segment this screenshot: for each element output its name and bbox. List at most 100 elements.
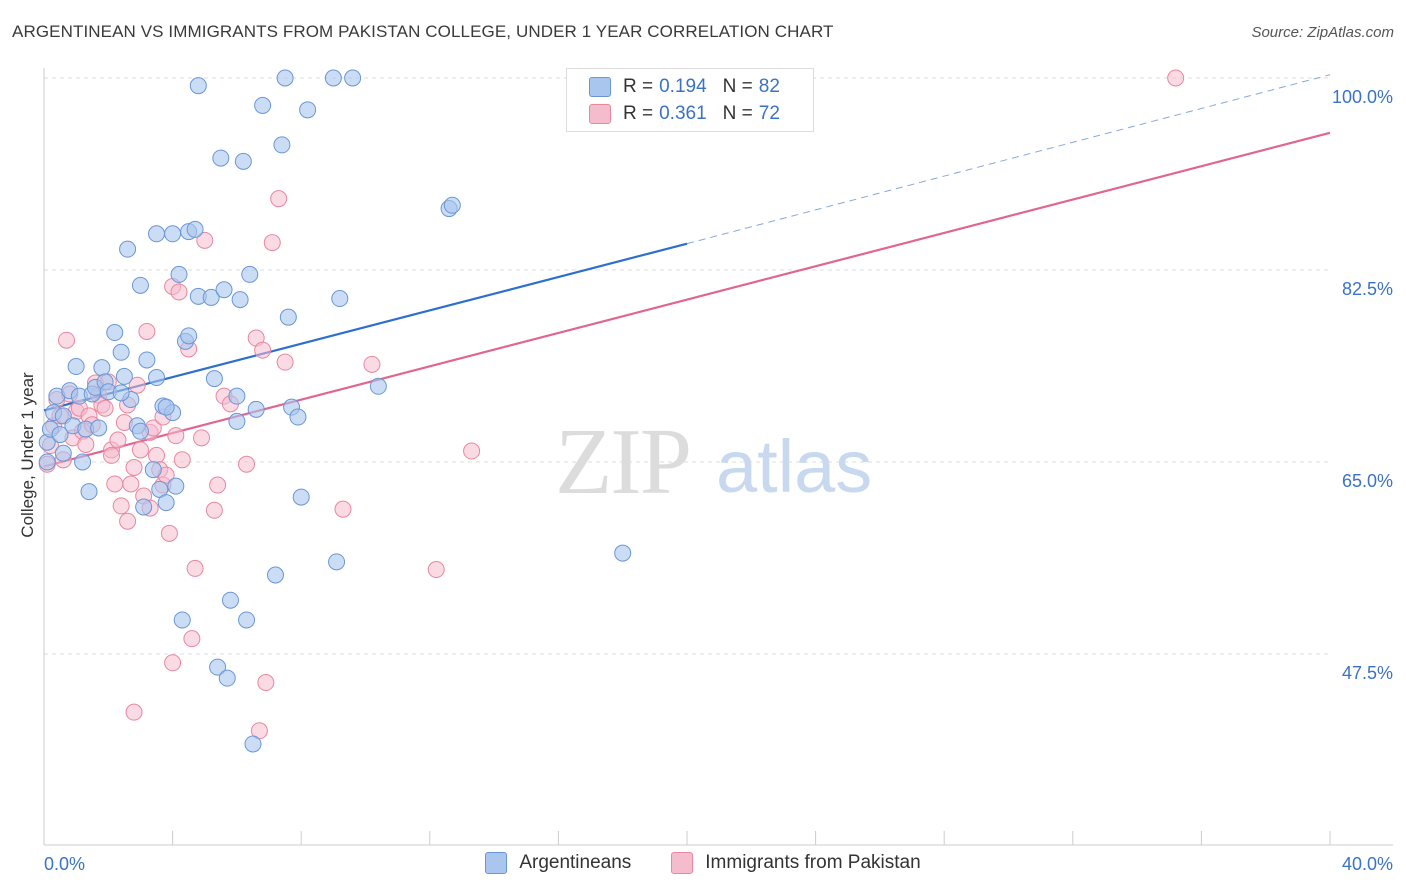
argentinean-point bbox=[54, 444, 72, 462]
argentinean-point bbox=[138, 351, 156, 369]
pakistan-point bbox=[173, 451, 191, 469]
argentinean-point bbox=[299, 101, 317, 119]
y-tick-label: 82.5% bbox=[1342, 279, 1393, 299]
argentinean-point bbox=[234, 152, 252, 170]
argentinean-point bbox=[74, 453, 92, 471]
pakistan-point bbox=[96, 399, 114, 417]
argentinean-point bbox=[170, 265, 188, 283]
argentinean-point bbox=[173, 611, 191, 629]
pakistan-point bbox=[109, 431, 127, 449]
pakistan-point bbox=[122, 475, 140, 493]
tick-labels: 47.5% 65.0% 82.5% 100.0% 0.0% 40.0% bbox=[44, 87, 1393, 874]
argentinean-point bbox=[228, 412, 246, 430]
pakistan-point bbox=[238, 455, 256, 473]
argentinean-point bbox=[328, 553, 346, 571]
argentinean-point bbox=[186, 220, 204, 238]
pakistan-point bbox=[160, 524, 178, 542]
pakistan-point bbox=[270, 190, 288, 208]
legend-r-label: R = bbox=[623, 76, 654, 97]
y-tick-label: 100.0% bbox=[1332, 87, 1393, 107]
argentinean-point bbox=[221, 591, 239, 609]
pakistan-point bbox=[164, 654, 182, 672]
pakistan-point bbox=[112, 497, 130, 515]
argentinean-point bbox=[93, 359, 111, 377]
x-tick-label-max: 40.0% bbox=[1342, 854, 1393, 874]
argentinean-point bbox=[144, 461, 162, 479]
argentinean-point bbox=[164, 225, 182, 243]
series-legend: Argentineans Immigrants from Pakistan bbox=[0, 852, 1406, 874]
argentinean-point bbox=[180, 327, 198, 345]
pakistan-point bbox=[334, 500, 352, 518]
argentinean-point bbox=[212, 149, 230, 167]
pakistan-point bbox=[193, 429, 211, 447]
argentinean-point bbox=[344, 69, 362, 87]
pakistan-point bbox=[125, 703, 143, 721]
argentinean-point bbox=[119, 240, 137, 258]
argentinean-point bbox=[67, 358, 85, 376]
argentinean-point bbox=[112, 343, 130, 361]
pakistan-point bbox=[106, 475, 124, 493]
legend-row-argentineans: R = 0.194 N = 82 bbox=[589, 75, 780, 99]
pakistan-point bbox=[263, 234, 281, 252]
argentinean-point bbox=[209, 658, 227, 676]
pakistan-point bbox=[128, 376, 146, 394]
argentinean-point bbox=[90, 419, 108, 437]
legend-r-value: 0.361 bbox=[659, 103, 707, 124]
argentinean-point bbox=[273, 136, 291, 154]
stats-legend: R = 0.194 N = 82 R = 0.361 N = 72 bbox=[566, 68, 814, 132]
y-tick-label: 47.5% bbox=[1342, 663, 1393, 683]
argentinean-point bbox=[202, 288, 220, 306]
legend-row-pakistan: R = 0.361 N = 72 bbox=[589, 102, 780, 126]
pakistan-point bbox=[119, 512, 137, 530]
argentinean-point bbox=[231, 291, 249, 309]
legend-swatch-blue bbox=[589, 77, 611, 97]
pakistan-point bbox=[77, 435, 95, 453]
legend-swatch-pink bbox=[589, 104, 611, 124]
argentinean-point bbox=[148, 225, 166, 243]
legend-n-label: N = bbox=[722, 76, 753, 97]
pakistan-point bbox=[58, 331, 76, 349]
legend-n-value: 82 bbox=[758, 76, 780, 97]
pakistan-point bbox=[183, 630, 201, 648]
argentinean-point bbox=[254, 96, 272, 114]
pakistan-point bbox=[1167, 69, 1185, 87]
argentinean-point bbox=[241, 265, 259, 283]
legend-item-pakistan: Immigrants from Pakistan bbox=[671, 852, 921, 874]
pakistan-point bbox=[186, 559, 204, 577]
argentinean-point bbox=[331, 290, 349, 308]
argentinean-point bbox=[215, 281, 233, 299]
argentinean-point bbox=[80, 483, 98, 501]
pakistan-point bbox=[167, 427, 185, 445]
legend-item-argentineans: Argentineans bbox=[485, 852, 631, 874]
pakistan-point bbox=[209, 476, 227, 494]
argentinean-points bbox=[38, 69, 632, 753]
legend-label-pakistan: Immigrants from Pakistan bbox=[705, 852, 921, 873]
argentinean-point bbox=[292, 488, 310, 506]
pakistan-point bbox=[196, 231, 214, 249]
argentinean-point bbox=[247, 400, 265, 418]
pakistan-point bbox=[463, 442, 481, 460]
argentinean-point bbox=[148, 369, 166, 387]
argentinean-point bbox=[51, 426, 69, 444]
pakistan-point bbox=[257, 674, 275, 692]
argentinean-point bbox=[266, 566, 284, 584]
pakistan-point bbox=[148, 446, 166, 464]
pakistan-point bbox=[205, 501, 223, 519]
argentinean-point bbox=[218, 669, 236, 687]
pakistan-points bbox=[38, 69, 1185, 740]
pakistan-point bbox=[363, 355, 381, 373]
pakistan-point bbox=[138, 322, 156, 340]
x-tick-label-min: 0.0% bbox=[44, 854, 85, 874]
pakistan-point bbox=[427, 561, 445, 579]
legend-n-value: 72 bbox=[758, 103, 780, 124]
argentinean-point bbox=[228, 387, 246, 405]
argentinean-point bbox=[115, 367, 133, 385]
argentinean-point bbox=[189, 77, 207, 95]
pakistan-point bbox=[131, 441, 149, 459]
pakistan-point bbox=[125, 458, 143, 476]
pakistan-point bbox=[103, 446, 121, 464]
argentinean-point bbox=[38, 453, 56, 471]
pakistan-point bbox=[170, 283, 188, 301]
watermark-zip: ZIP bbox=[555, 410, 690, 514]
argentinean-point bbox=[279, 308, 297, 326]
